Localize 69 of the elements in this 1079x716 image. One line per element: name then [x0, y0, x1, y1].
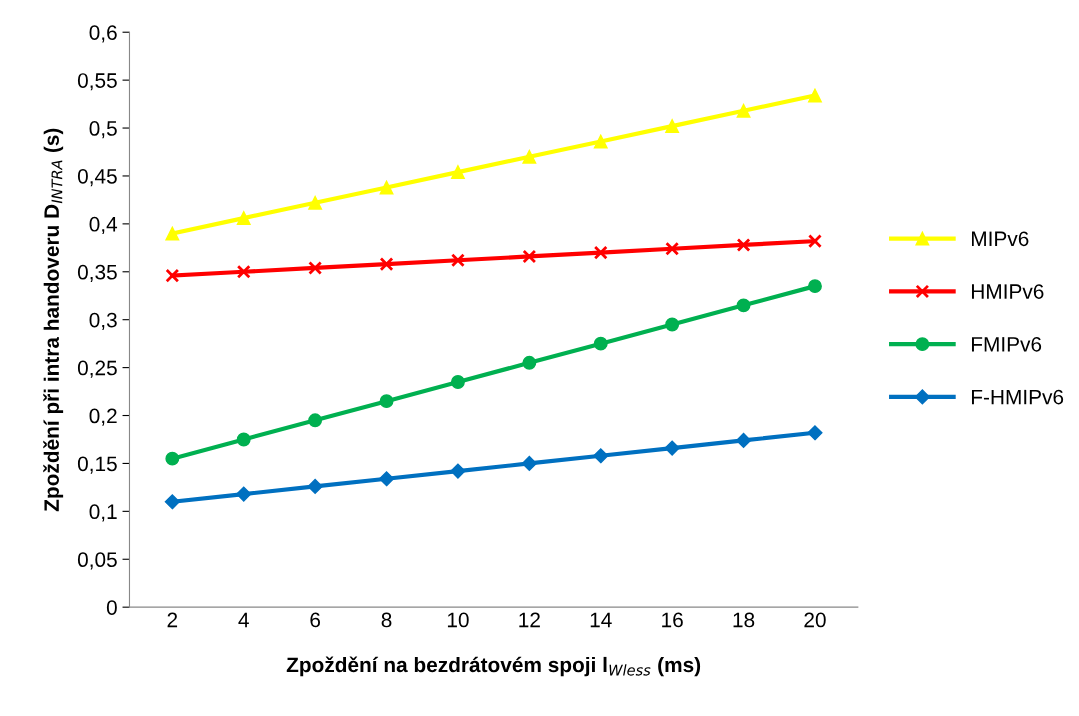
- point: [378, 471, 395, 487]
- point: [593, 134, 608, 149]
- point: [808, 279, 822, 294]
- point: [379, 257, 394, 272]
- x-tick-label: 14: [590, 612, 612, 628]
- y-tick-label: 0: [106, 600, 117, 615]
- y-tick-label: 0,3: [89, 312, 117, 330]
- y-tick-label: 0,55: [77, 73, 117, 91]
- point: [165, 451, 180, 466]
- point: [522, 249, 537, 264]
- point: [308, 413, 323, 428]
- point: [522, 149, 537, 164]
- y-tick-label: 0,15: [77, 456, 117, 474]
- legend-label: F-HMIPv6: [972, 389, 1064, 405]
- x-axis-title: Zpoždění na bezdrátovém spoji l$_{Wless}$ (ms): [286, 656, 701, 677]
- x-tick-label: 8: [381, 612, 392, 628]
- legend-label: MIPv6: [972, 231, 1029, 247]
- point: [236, 486, 252, 502]
- point: [165, 226, 180, 241]
- point: [450, 463, 466, 479]
- point: [593, 336, 608, 351]
- x-tick-label: 4: [238, 612, 249, 628]
- point: [807, 425, 823, 441]
- point: [379, 394, 394, 409]
- x-tick-label: 16: [662, 612, 683, 628]
- x-tick-label: 10: [447, 612, 469, 628]
- y-axis-title: Zpoždění při intra handoveru D$_{INTRA}$ (s): [43, 128, 64, 512]
- y-tick-label: 0,6: [89, 25, 117, 43]
- point: [522, 355, 537, 370]
- point: [450, 253, 465, 268]
- x-tick-label: 2: [167, 612, 178, 628]
- x-tick-label: 12: [519, 612, 540, 628]
- point: [308, 261, 323, 275]
- point: [521, 455, 537, 472]
- y-tick-label: 0,1: [89, 504, 117, 522]
- point: [450, 375, 465, 389]
- point: [236, 432, 251, 447]
- point: [665, 119, 680, 134]
- y-tick-label: 0,05: [77, 552, 117, 570]
- point: [307, 478, 323, 494]
- point: [736, 238, 751, 252]
- point: [736, 103, 751, 118]
- x-tick-label: 6: [310, 612, 321, 628]
- point: [665, 241, 680, 256]
- y-tick-label: 0,45: [77, 168, 117, 187]
- point: [665, 317, 680, 332]
- point: [664, 440, 680, 456]
- point: [593, 448, 609, 464]
- legend-label: FMIPv6: [972, 336, 1042, 352]
- y-tick-label: 0,25: [77, 360, 117, 378]
- y-tick-label: 0,4: [89, 216, 118, 235]
- point: [450, 165, 465, 180]
- x-tick-label: 18: [733, 612, 755, 628]
- point: [165, 268, 180, 283]
- point: [735, 432, 752, 449]
- point: [808, 88, 822, 103]
- y-tick-label: 0,2: [89, 408, 117, 426]
- y-tick-label: 0,5: [89, 121, 117, 139]
- point: [736, 298, 751, 313]
- point: [808, 234, 822, 249]
- point: [593, 245, 608, 260]
- x-tick-label: 20: [804, 612, 826, 628]
- point: [164, 494, 180, 510]
- point: [236, 211, 251, 226]
- point: [236, 264, 251, 279]
- legend-label: HMIPv6: [972, 284, 1044, 299]
- y-tick-label: 0,35: [77, 264, 117, 282]
- point: [308, 195, 323, 210]
- point: [379, 180, 394, 195]
